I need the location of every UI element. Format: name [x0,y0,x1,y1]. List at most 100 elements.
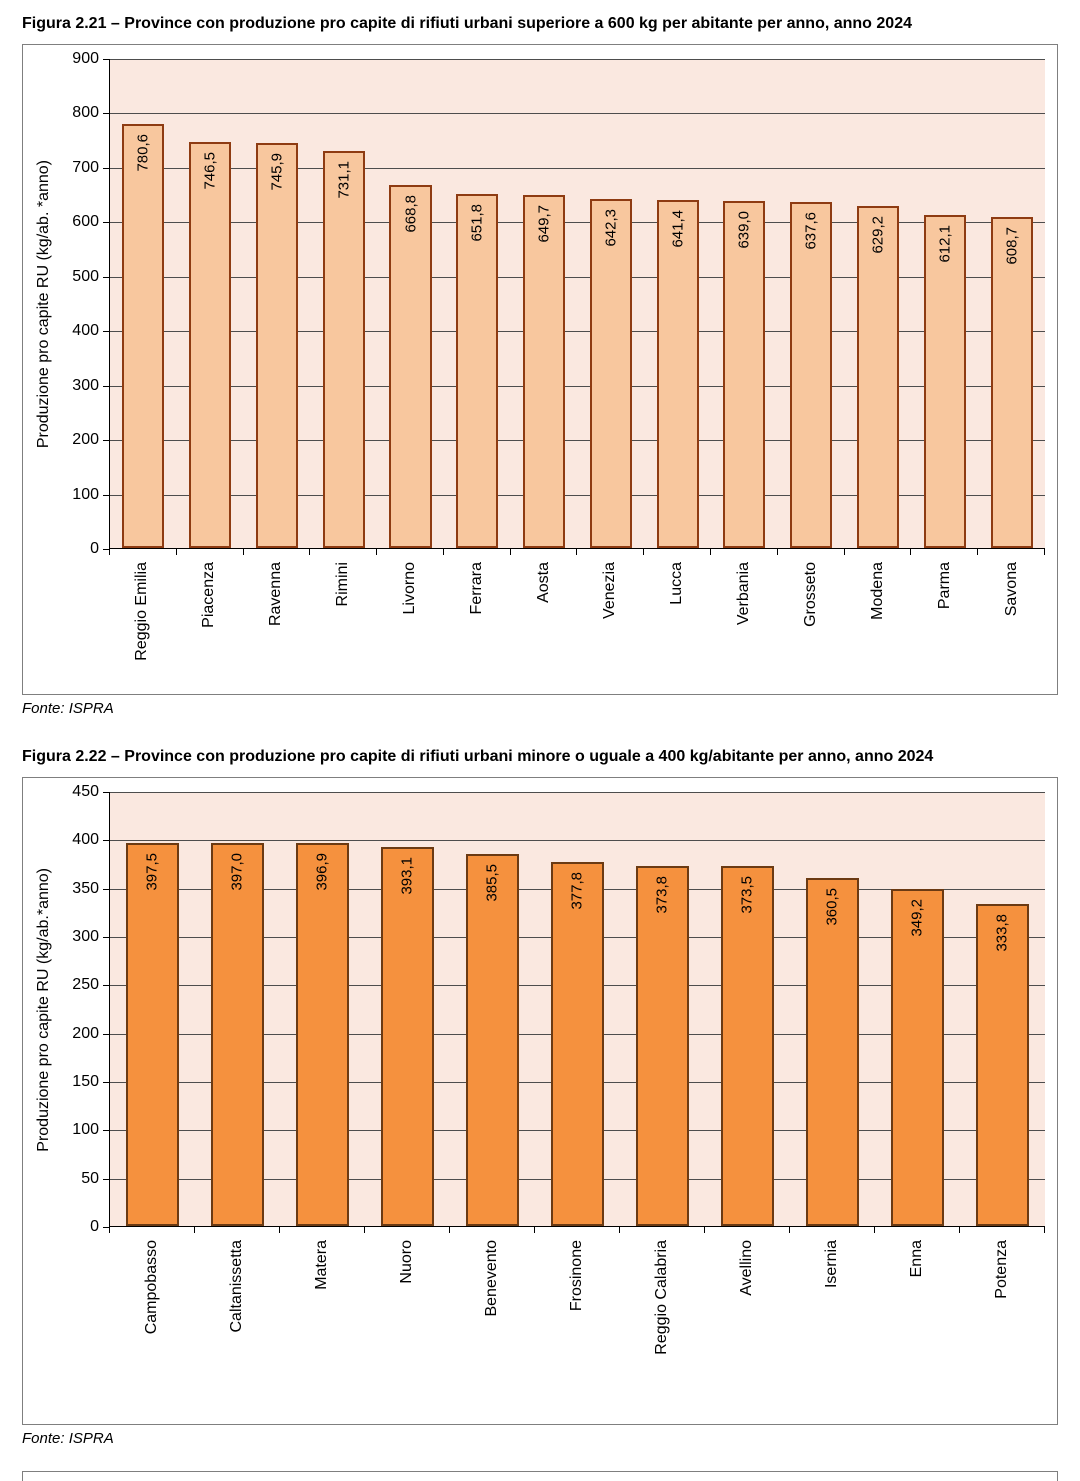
y-tick-label: 150 [59,1074,109,1090]
y-axis-title: Produzione pro capite RU (kg/ab.*anno) [35,867,52,1152]
bar-slot: 377,8 [535,792,620,1226]
x-tick [875,1227,960,1233]
x-tick [310,549,378,555]
y-tick-label: 300 [59,377,109,394]
bar-slot: 333,8 [960,792,1045,1226]
x-tick [377,549,444,555]
y-tick-label: 900 [59,51,109,67]
x-category-label: Isernia [823,1240,841,1289]
plot-area: 397,5 397,0 396,9 393,1 385,5 377,8 373,8 373,5… [109,792,1045,1227]
x-category-label: Matera [312,1240,330,1290]
bar-grosseto: 637,6 [790,201,833,548]
bar-reggio-emilia: 780,6 [122,123,165,548]
x-category-label: Reggio Emilia [133,562,151,661]
x-label-slot: Reggio Emilia [109,555,176,688]
bar-slot: 393,1 [365,792,450,1226]
y-tick-label: 250 [59,977,109,993]
x-tick [450,1227,535,1233]
next-figure-frame-edge [22,1471,1058,1481]
bar-frosinone: 377,8 [550,861,605,1226]
x-category-label: Caltanissetta [227,1240,245,1333]
bar-value-label: 349,2 [908,899,926,937]
x-category-label: Reggio Calabria [653,1240,671,1355]
bar-nuoro: 393,1 [380,846,435,1226]
bar-value-label: 745,9 [268,152,286,191]
bar-caltanissetta: 397,0 [210,843,265,1226]
x-label-slot: Lucca [644,555,711,688]
x-label-slot: Isernia [790,1233,875,1418]
gridline [110,167,1045,169]
bar-aosta: 649,7 [523,195,566,548]
bar-chart-under-400kg: Produzione pro capite RU (kg/ab.*anno) 4… [29,784,1045,1418]
source-note: Fonte: ISPRA [22,700,114,717]
bar-value-label: 397,0 [228,853,246,891]
x-tick [577,549,645,555]
bar-slot: 349,2 [875,792,960,1226]
x-label-slot: Venezia [577,555,644,688]
gridline [110,276,1045,278]
gridline [110,494,1045,496]
bar-slot: 629,2 [845,59,912,548]
bar-value-label: 746,5 [201,152,219,190]
x-tick [195,1227,280,1233]
bar-slot: 373,5 [705,792,790,1226]
bar-value-label: 612,1 [936,225,954,263]
x-axis-labels: Campobasso Caltanissetta Matera Nuoro Beneve… [109,1233,1045,1418]
x-tick [705,1227,790,1233]
bar-slot: 731,1 [310,59,377,548]
bar-potenza: 333,8 [975,904,1030,1226]
x-category-label: Avellino [738,1240,756,1296]
bar-value-label: 373,5 [738,875,756,914]
y-axis-title-column: Produzione pro capite RU (kg/ab. *anno) [29,59,59,549]
y-tick-label: 800 [59,105,109,121]
x-label-slot: Piacenza [176,555,243,688]
y-tick-label: 200 [59,1025,109,1042]
x-category-label: Campobasso [142,1240,160,1335]
bar-value-label: 397,5 [143,852,161,891]
bar-value-label: 780,6 [134,133,152,172]
chart-frame: Produzione pro capite RU (kg/ab.*anno) 4… [22,777,1058,1425]
x-label-slot: Grosseto [778,555,845,688]
x-label-slot: Savona [978,555,1045,688]
bar-value-label: 360,5 [823,888,841,926]
bar-matera: 396,9 [295,843,350,1226]
x-tick [911,549,979,555]
bar-slot: 641,4 [644,59,711,548]
bar-slot: 651,8 [444,59,511,548]
bar-parma: 612,1 [923,215,966,548]
source-note: Fonte: ISPRA [22,1430,114,1447]
bar-ferrara: 651,8 [456,193,499,548]
bar-value-label: 637,6 [802,211,820,250]
x-category-label: Parma [935,562,953,610]
bar-chart-over-600kg: Produzione pro capite RU (kg/ab. *anno) … [29,51,1045,688]
bar-slot: 668,8 [377,59,444,548]
bar-value-label: 642,3 [602,209,620,247]
x-category-label: Potenza [993,1240,1011,1299]
bar-value-label: 393,1 [398,856,416,895]
bar-slot: 397,5 [110,792,195,1226]
gridline [110,331,1045,333]
y-tick-label: 0 [59,1219,109,1235]
bar-slot: 396,9 [280,792,365,1226]
bar-value-label: 639,0 [735,210,753,249]
bar-piacenza: 746,5 [189,142,232,548]
x-tick [644,549,712,555]
x-category-label: Enna [908,1240,926,1278]
x-axis-ticks [109,1227,1045,1233]
x-label-slot: Verbania [711,555,778,688]
bar-lucca: 641,4 [656,199,699,548]
bar-enna: 349,2 [890,889,945,1226]
bar-slot: 385,5 [450,792,535,1226]
y-axis-title: Produzione pro capite RU (kg/ab. *anno) [35,159,52,449]
bar-slot: 780,6 [110,59,177,548]
figure-title: Figura 2.21 – Province con produzione pr… [22,15,912,32]
y-tick-label: 600 [59,214,109,230]
y-tick-label: 450 [59,784,109,800]
x-category-label: Aosta [534,562,552,603]
x-tick [778,549,845,555]
bar-verbania: 639,0 [723,200,766,548]
y-tick-label: 350 [59,880,109,897]
x-label-slot: Enna [875,1233,960,1418]
bar-livorno: 668,8 [389,184,432,548]
